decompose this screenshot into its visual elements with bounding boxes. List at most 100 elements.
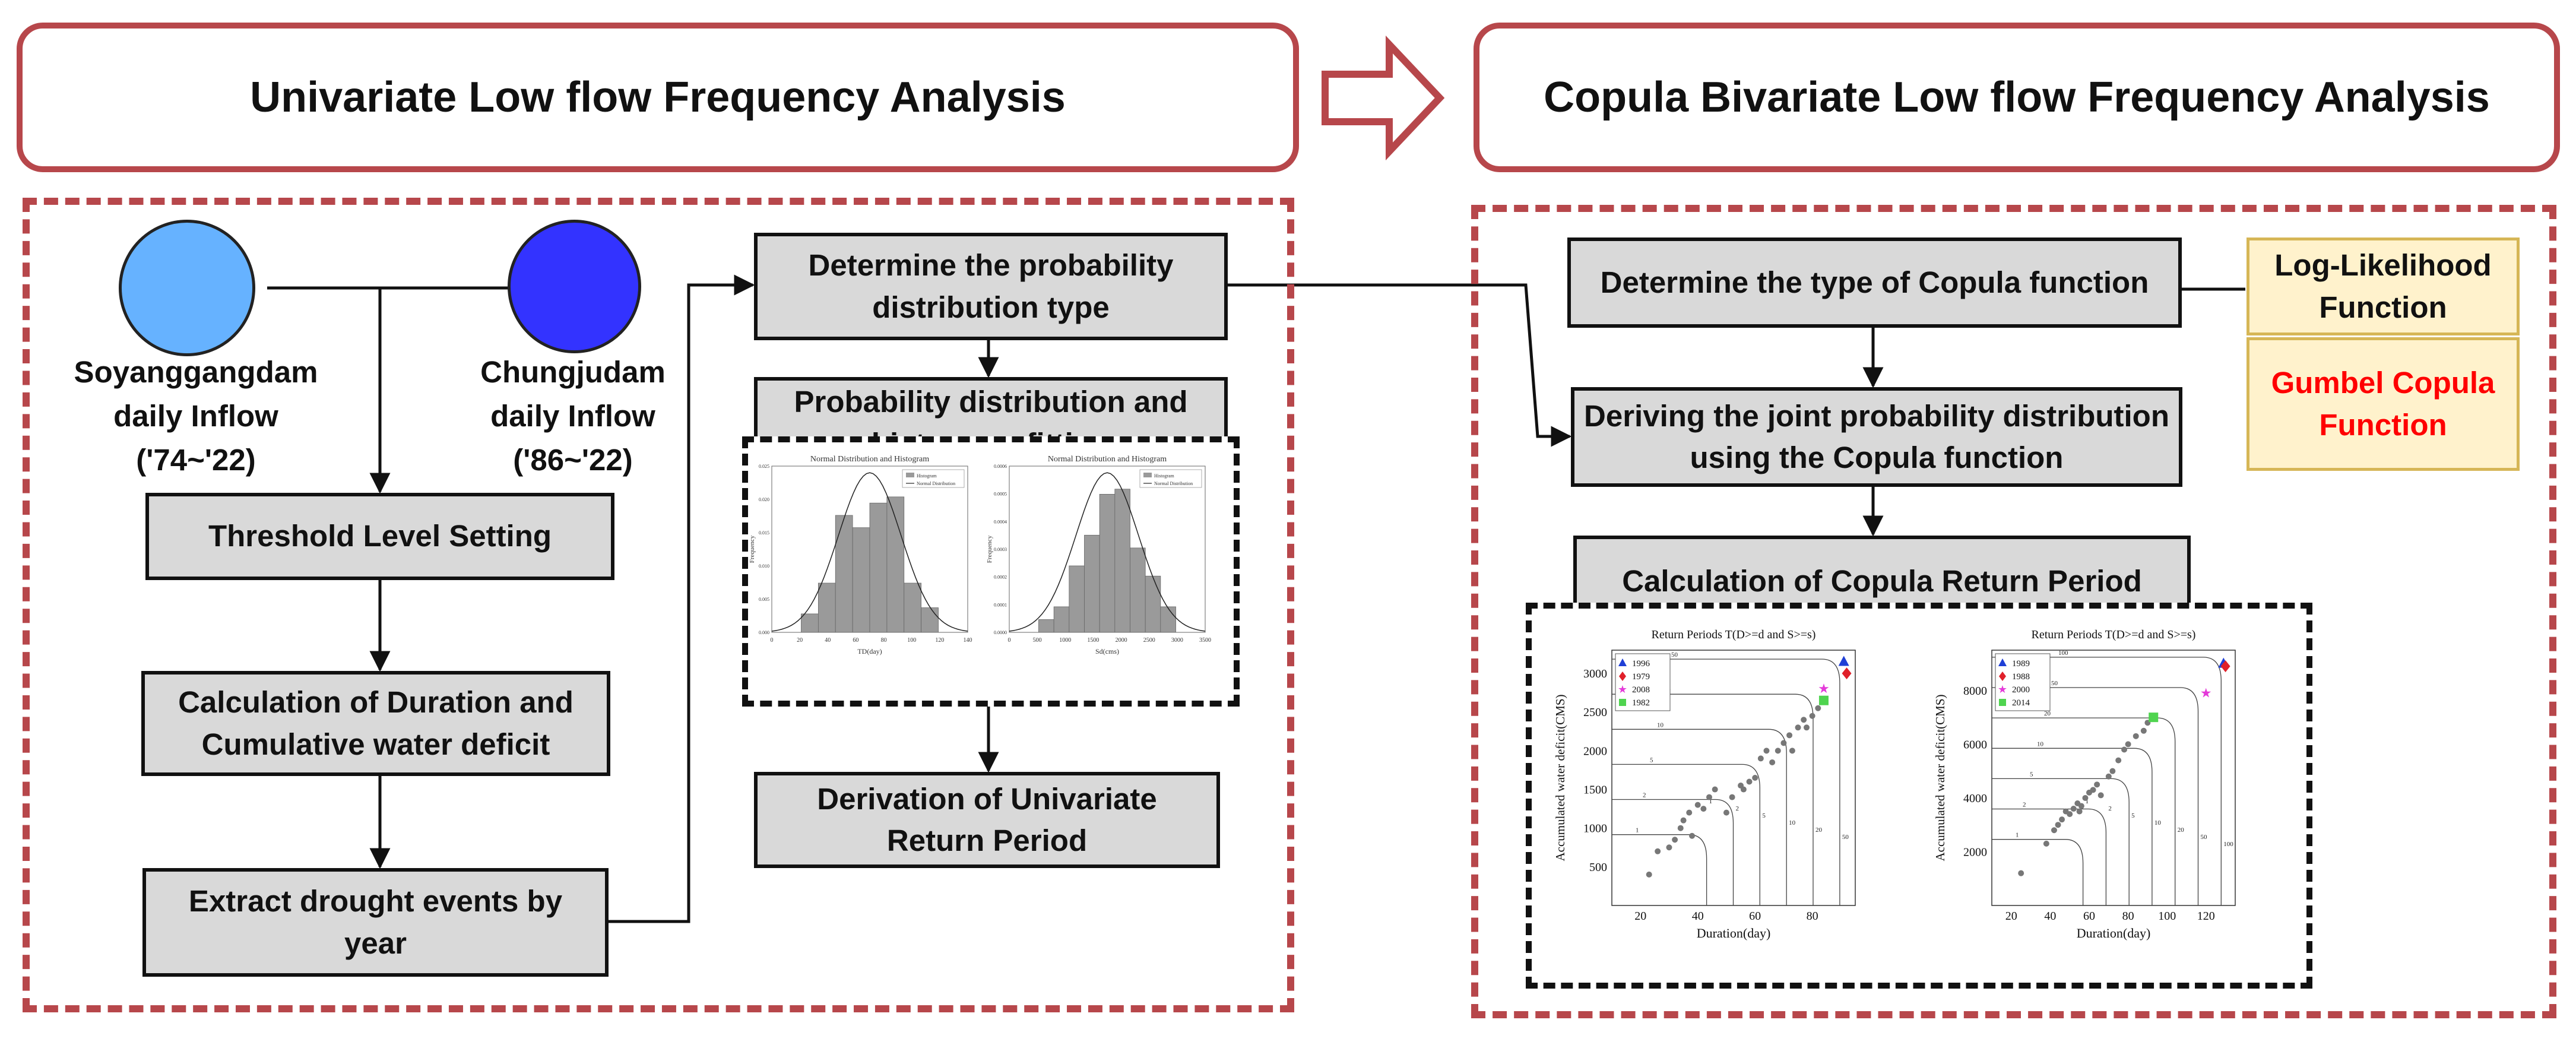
scatter-point <box>1677 825 1684 831</box>
rp-y-tick: 2000 <box>1963 846 1987 859</box>
histogram-title: Normal Distribution and Histogram <box>810 455 929 464</box>
rp-chart-title: Return Periods T(D>=d and S>=s) <box>2032 628 2196 641</box>
histogram-x-tick: 3500 <box>1199 637 1211 644</box>
soyang-source-circle <box>119 220 255 356</box>
histogram-bar <box>1069 565 1085 633</box>
scatter-point <box>1763 748 1770 754</box>
copula-rp-text: Calculation of Copula Return Period <box>1622 564 2142 598</box>
histogram-y-tick: 0.0006 <box>994 464 1007 469</box>
header-univariate: Univariate Low flow Frequency Analysis <box>17 23 1299 172</box>
histogram-bar <box>921 607 939 633</box>
scatter-point <box>1723 809 1729 816</box>
histogram-bar <box>1160 606 1176 633</box>
scatter-point <box>1740 786 1747 793</box>
scatter-point <box>1694 802 1701 808</box>
rp-x-tick: 40 <box>1692 910 1704 923</box>
threshold-box: Threshold Level Setting <box>145 493 614 580</box>
loglik-note: Log-Likelihood Function <box>2247 238 2520 335</box>
scatter-point <box>2067 811 2073 818</box>
histogram-bar <box>835 515 853 633</box>
legend-histogram-label: Histogram <box>917 473 937 479</box>
histogram-y-tick: 0.0003 <box>994 547 1007 552</box>
scatter-point <box>2051 827 2057 834</box>
copula-chart-panel: Return Periods T(D>=d and S>=s) 1 1 2 2 5 5 10 1… <box>1526 603 2312 989</box>
histogram-x-tick: 3000 <box>1171 637 1183 644</box>
rp-x-label: Duration(day) <box>2077 926 2151 940</box>
rp-y-tick: 8000 <box>1963 685 1987 698</box>
legend-year-label: 1988 <box>2012 672 2030 682</box>
histogram-x-tick: 140 <box>964 637 972 644</box>
contour-label: 100 <box>2058 650 2068 657</box>
contour-label: 2 <box>1643 792 1646 799</box>
contour-label: 5 <box>2030 771 2033 778</box>
rp-y-tick: 2000 <box>1583 745 1607 758</box>
histogram-x-label: TD(day) <box>857 647 882 656</box>
histogram-y-label: Frequency <box>986 535 993 563</box>
scatter-point <box>1795 724 1801 731</box>
histogram-y-tick: 0.000 <box>759 630 769 635</box>
scatter-point <box>2109 768 2116 774</box>
legend-year-label: 1996 <box>1632 659 1650 669</box>
rp-x-tick: 120 <box>2197 910 2215 923</box>
contour-label: 100 <box>2223 841 2233 848</box>
copula-type-text: Determine the type of Copula function <box>1600 265 2149 299</box>
histogram-x-tick: 2000 <box>1116 637 1127 644</box>
scatter-point <box>2125 741 2131 748</box>
duration-text: Calculation of Duration and Cumulative w… <box>178 685 573 761</box>
histogram-x-label: Sd(cms) <box>1095 647 1119 656</box>
scatter-point <box>2082 794 2089 801</box>
return-period-contour <box>1612 834 1707 905</box>
hollow-arrow-icon <box>1322 35 1445 161</box>
histogram-x-tick: 2500 <box>1143 637 1155 644</box>
return-period-contour <box>1992 839 2084 905</box>
joint-distribution-text: Deriving the joint probability distribut… <box>1584 398 2169 474</box>
rp-x-tick: 60 <box>2083 910 2095 923</box>
scatter-point <box>2076 808 2083 815</box>
legend-histogram-swatch <box>1143 473 1152 477</box>
gumbel-text: Gumbel Copula Function <box>2271 366 2495 442</box>
histogram-x-tick: 1000 <box>1059 637 1071 644</box>
contour-label: 1 <box>1636 827 1639 834</box>
copula-type-box: Determine the type of Copula function <box>1567 238 2182 328</box>
return-period-contour <box>1992 748 2153 905</box>
highlight-square-marker <box>2149 712 2159 723</box>
histogram-bar <box>1114 489 1130 633</box>
contour-label: 20 <box>1815 826 1823 834</box>
histogram-x-tick: 40 <box>825 637 831 644</box>
return-period-contour <box>1992 687 2199 905</box>
histogram-y-tick: 0.0002 <box>994 575 1007 580</box>
legend-year-label: 1982 <box>1632 698 1650 708</box>
contour-label: 1 <box>1709 798 1713 805</box>
scatter-point <box>1700 806 1707 812</box>
return-period-contour <box>1992 778 2130 905</box>
contour-label: 5 <box>1650 756 1653 764</box>
histogram-bar <box>1130 547 1146 633</box>
histogram-x-tick: 60 <box>853 637 858 644</box>
histogram-bar <box>1145 575 1161 633</box>
highlight-star-marker: ★ <box>1818 681 1830 696</box>
scatter-point <box>1689 832 1696 839</box>
histogram-bar <box>869 502 888 633</box>
return-period-contour <box>1992 808 2107 905</box>
contour-label: 2 <box>2023 802 2026 809</box>
histogram-bar <box>801 613 819 633</box>
soyang-source-label: Soyanggangdam daily Inflow ('74~'22) <box>74 355 318 477</box>
legend-year-label: 2008 <box>1632 685 1650 695</box>
return-period-contour <box>1612 764 1760 905</box>
scatter-point <box>1655 848 1661 854</box>
rp-chart-title: Return Periods T(D>=d and S>=s) <box>1652 628 1816 641</box>
legend-year-label: 2000 <box>2012 685 2030 695</box>
histogram-title: Normal Distribution and Histogram <box>1048 455 1167 464</box>
scatter-point <box>1789 748 1795 754</box>
legend-histogram-label: Histogram <box>1154 473 1175 479</box>
scatter-point <box>2059 816 2065 823</box>
joint-distribution-box: Deriving the joint probability distribut… <box>1571 387 2182 487</box>
highlight-square-marker <box>1818 695 1829 705</box>
rp-y-tick: 6000 <box>1963 738 1987 751</box>
histogram-x-tick: 0 <box>771 637 774 644</box>
histogram-panel: Normal Distribution and Histogram Histogr… <box>742 436 1240 707</box>
histogram-x-tick: 500 <box>1033 637 1042 644</box>
scatter-point <box>1672 837 1678 843</box>
rp-y-tick: 1000 <box>1583 822 1607 835</box>
legend-marker <box>1998 658 2007 666</box>
